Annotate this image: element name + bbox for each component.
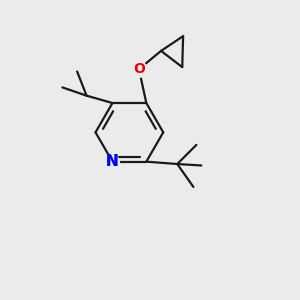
Text: N: N <box>106 154 119 169</box>
Text: O: O <box>133 62 145 76</box>
Text: N: N <box>106 154 119 169</box>
